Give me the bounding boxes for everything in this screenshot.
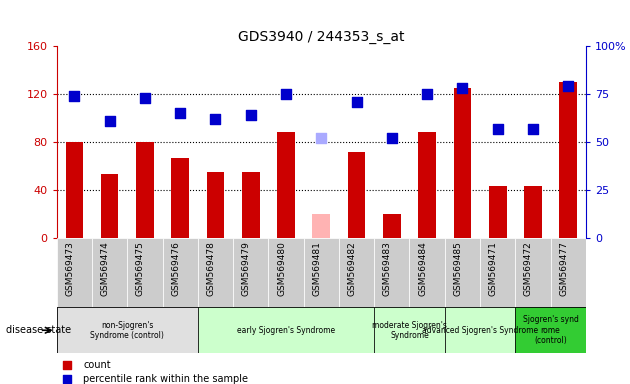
Bar — [57, 307, 198, 353]
Bar — [418, 132, 436, 238]
Text: GSM569474: GSM569474 — [101, 242, 110, 296]
Text: percentile rank within the sample: percentile rank within the sample — [83, 374, 248, 384]
Point — [422, 91, 432, 97]
Bar — [445, 238, 480, 307]
Bar — [233, 238, 268, 307]
Text: GSM569479: GSM569479 — [242, 242, 251, 296]
Bar — [410, 238, 445, 307]
Bar — [312, 214, 330, 238]
Bar — [277, 132, 295, 238]
Text: GSM569485: GSM569485 — [454, 242, 462, 296]
Point — [210, 116, 220, 122]
Bar — [559, 82, 577, 238]
Text: non-Sjogren's
Syndrome (control): non-Sjogren's Syndrome (control) — [90, 321, 164, 340]
Bar — [515, 238, 551, 307]
Bar — [198, 307, 374, 353]
Point — [69, 93, 79, 99]
Text: GSM569482: GSM569482 — [348, 242, 357, 296]
Point — [105, 118, 115, 124]
Point — [387, 135, 397, 141]
Bar — [445, 307, 515, 353]
Point — [175, 110, 185, 116]
Point — [528, 126, 538, 132]
Text: GSM569476: GSM569476 — [171, 242, 180, 296]
Text: GSM569478: GSM569478 — [207, 242, 215, 296]
Text: GSM569481: GSM569481 — [312, 242, 321, 296]
Bar — [171, 158, 189, 238]
Point — [246, 112, 256, 118]
Point — [62, 376, 72, 382]
Text: advanced Sjogren's Syndrome: advanced Sjogren's Syndrome — [422, 326, 538, 335]
Bar — [489, 187, 507, 238]
Text: GSM569472: GSM569472 — [524, 242, 533, 296]
Text: moderate Sjogren's
Syndrome: moderate Sjogren's Syndrome — [372, 321, 447, 340]
Bar — [551, 238, 586, 307]
Bar — [207, 172, 224, 238]
Bar — [454, 88, 471, 238]
Point — [352, 99, 362, 105]
Text: Sjogren's synd
rome
(control): Sjogren's synd rome (control) — [523, 315, 578, 345]
Bar — [101, 174, 118, 238]
Point — [62, 362, 72, 368]
Text: GSM569473: GSM569473 — [66, 242, 74, 296]
Text: GSM569483: GSM569483 — [383, 242, 392, 296]
Point — [493, 126, 503, 132]
Bar — [242, 172, 260, 238]
Point — [281, 91, 291, 97]
Point — [140, 95, 150, 101]
Bar — [348, 152, 365, 238]
Bar — [374, 307, 445, 353]
Bar — [92, 238, 127, 307]
Bar — [127, 238, 163, 307]
Bar — [304, 238, 339, 307]
Text: GSM569477: GSM569477 — [559, 242, 568, 296]
Bar — [515, 307, 586, 353]
Bar — [383, 214, 401, 238]
Bar — [374, 238, 410, 307]
Point — [316, 135, 326, 141]
Bar — [163, 238, 198, 307]
Bar — [136, 142, 154, 238]
Text: count: count — [83, 360, 111, 370]
Bar — [524, 187, 542, 238]
Text: GSM569475: GSM569475 — [136, 242, 145, 296]
Point — [563, 83, 573, 89]
Text: disease state: disease state — [6, 325, 71, 335]
Bar — [66, 142, 83, 238]
Bar — [268, 238, 304, 307]
Text: early Sjogren's Syndrome: early Sjogren's Syndrome — [237, 326, 335, 335]
Bar — [339, 238, 374, 307]
Text: GSM569471: GSM569471 — [489, 242, 498, 296]
Text: GSM569480: GSM569480 — [277, 242, 286, 296]
Point — [457, 85, 467, 91]
Title: GDS3940 / 244353_s_at: GDS3940 / 244353_s_at — [238, 30, 404, 44]
Bar — [57, 238, 92, 307]
Text: GSM569484: GSM569484 — [418, 242, 427, 296]
Bar — [480, 238, 515, 307]
Bar — [198, 238, 233, 307]
